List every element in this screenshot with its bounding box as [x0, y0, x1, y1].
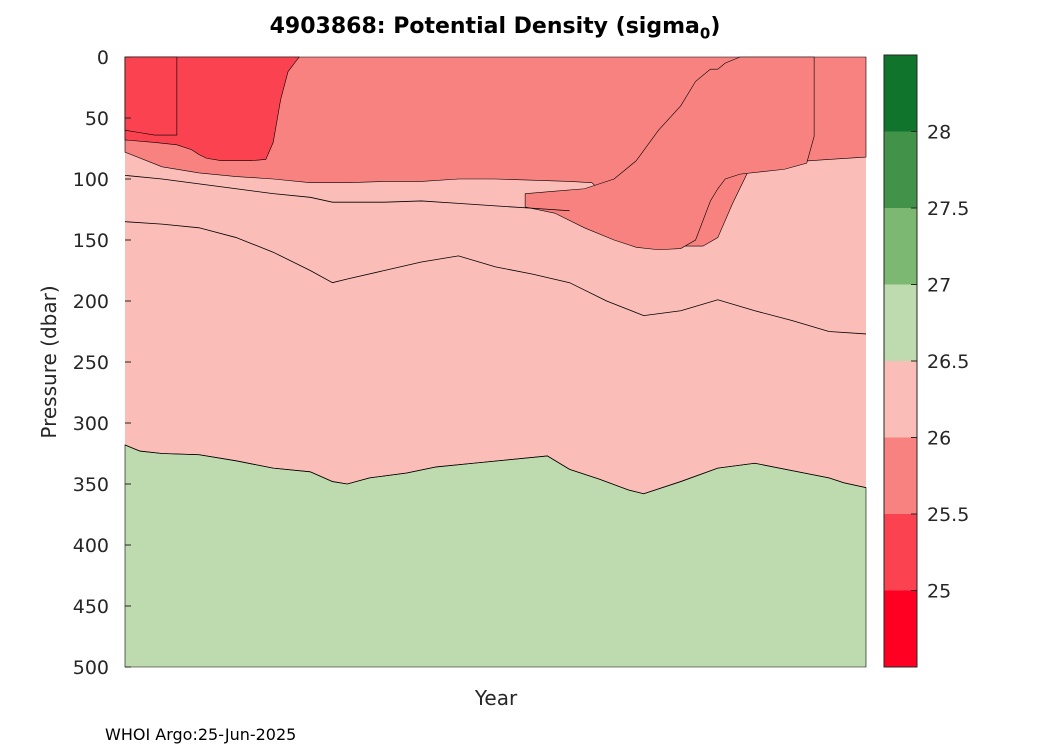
y-tick-label-200: 200: [73, 291, 109, 313]
colorbar-tick-label-1: 25.5: [927, 504, 969, 526]
y-tick-label-0: 0: [97, 47, 109, 69]
y-tick-label-250: 250: [73, 352, 109, 374]
region-sigma-26.5-27-deep: [124, 444, 867, 668]
colorbar-segment-1: [884, 514, 917, 591]
colorbar-tick-label-5: 27.5: [927, 198, 969, 220]
y-tick-label-400: 400: [73, 535, 109, 557]
y-tick-label-500: 500: [73, 657, 109, 679]
chart-title-subscript: 0: [699, 24, 711, 43]
colorbar-tick-label-2: 26: [927, 428, 951, 450]
colorbar-tick-label-0: 25: [927, 581, 951, 603]
colorbar: 25 25.5 26 26.5 27 27.5 28: [883, 54, 969, 668]
chart-title: 4903868: Potential Density (sigma0): [0, 14, 990, 42]
colorbar-segment-2: [884, 437, 917, 514]
x-axis-label: Year: [474, 686, 518, 710]
y-tick-label-450: 450: [73, 596, 109, 618]
y-tick-label-300: 300: [73, 413, 109, 435]
region-sigma-25.5-26-lower-lobe: [524, 56, 815, 251]
y-axis: 0 50 100 150 200 250 300 350 400 450 500: [73, 47, 131, 679]
colorbar-segment-7: [884, 55, 917, 132]
region-sigma-25-25.5-left-edge: [124, 56, 178, 136]
contour-line-1: [124, 221, 867, 335]
y-tick-label-350: 350: [73, 474, 109, 496]
colorbar-tick-label-6: 28: [927, 122, 951, 144]
colorbar-tick-label-4: 27: [927, 275, 951, 297]
y-tick-label-100: 100: [73, 169, 109, 191]
colorbar-tick-label-3: 26.5: [927, 351, 969, 373]
colorbar-segment-5: [884, 208, 917, 285]
plot-area: [124, 56, 867, 668]
footer-credit: WHOI Argo:25-Jun-2025: [105, 725, 297, 744]
chart-title-main: 4903868: Potential Density (sigma: [269, 14, 700, 39]
colorbar-segment-4: [884, 284, 917, 361]
colorbar-segment-6: [884, 131, 917, 208]
contour-line-2: [124, 174, 570, 212]
y-tick-label-50: 50: [85, 108, 109, 130]
density-contours: [124, 174, 867, 495]
colorbar-segment-3: [884, 361, 917, 438]
colorbar-segment-0: [884, 590, 917, 667]
density-regions: [124, 56, 867, 668]
y-axis-label: Pressure (dbar): [37, 285, 61, 438]
chart-title-suffix: ): [710, 14, 721, 39]
contour-line-0: [124, 444, 867, 495]
y-tick-label-150: 150: [73, 230, 109, 252]
